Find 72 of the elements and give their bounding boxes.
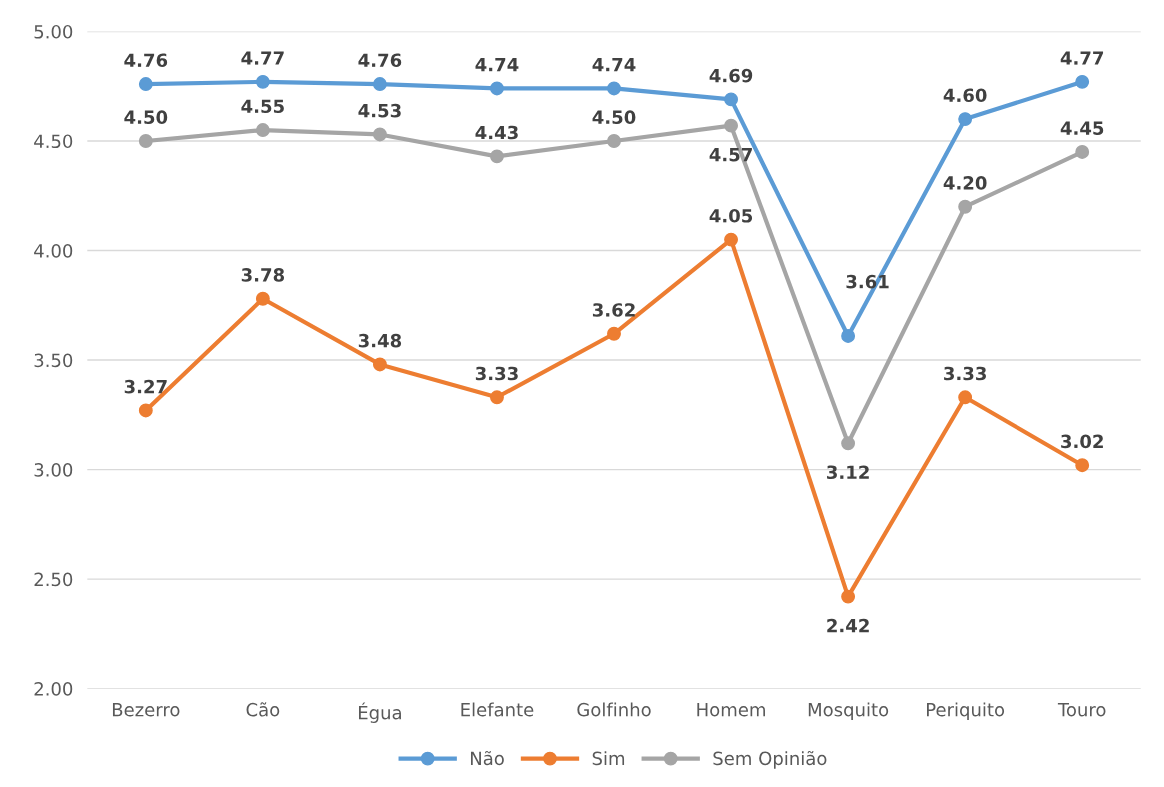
point xyxy=(255,291,270,306)
legend-label: Sim xyxy=(592,751,625,766)
point xyxy=(607,326,621,341)
point xyxy=(1075,458,1090,473)
y-tick-label: 2.00 xyxy=(34,682,73,696)
data-label: 2.42 xyxy=(827,618,869,633)
x-tick-label: Mosquito xyxy=(808,702,889,720)
point xyxy=(841,329,856,343)
x-tick-label: Periquito xyxy=(927,702,1005,720)
data-label: 4.57 xyxy=(709,148,752,162)
point xyxy=(490,149,504,164)
point xyxy=(255,123,270,137)
point xyxy=(490,390,504,405)
point xyxy=(138,77,153,91)
data-label: 4.76 xyxy=(124,53,168,68)
data-label: 4.77 xyxy=(241,51,284,65)
point xyxy=(958,199,973,214)
point xyxy=(958,112,973,127)
data-label: 4.05 xyxy=(709,208,753,223)
point xyxy=(255,74,270,89)
y-tick-label: 3.00 xyxy=(34,463,73,477)
data-label: 3.02 xyxy=(1061,434,1103,449)
data-label: 4.53 xyxy=(358,103,401,118)
data-label: 3.27 xyxy=(124,379,167,394)
point xyxy=(138,134,153,148)
x-tick-label: Homem xyxy=(697,703,765,717)
y-tick-label: 4.50 xyxy=(34,134,73,149)
data-label: 4.20 xyxy=(943,176,987,190)
data-label: 4.69 xyxy=(709,68,753,83)
data-label: 4.77 xyxy=(1060,51,1104,65)
x-tick-label: Touro xyxy=(1057,703,1106,717)
legend-label: Sem Opinião xyxy=(713,750,827,769)
data-label: 4.50 xyxy=(592,110,636,125)
data-label: 3.33 xyxy=(944,366,986,381)
data-label: 4.55 xyxy=(241,99,284,114)
x-tick-label: Bezerro xyxy=(112,703,180,717)
y-tick-label: 2.50 xyxy=(34,572,73,587)
point xyxy=(372,357,387,372)
point xyxy=(1075,145,1090,159)
data-label: 3.33 xyxy=(475,366,518,381)
data-label: 4.45 xyxy=(1060,121,1104,135)
point xyxy=(607,81,621,96)
point xyxy=(607,134,621,148)
y-tick-label: 3.50 xyxy=(34,353,73,368)
data-label: 4.74 xyxy=(592,58,636,72)
data-label: 4.43 xyxy=(475,125,518,140)
legend-label: Não xyxy=(471,750,504,766)
data-label: 3.12 xyxy=(827,465,869,480)
point xyxy=(138,403,153,418)
point xyxy=(724,118,739,133)
data-label: 4.76 xyxy=(358,53,402,68)
y-tick-label: 4.00 xyxy=(34,243,73,258)
point xyxy=(841,589,856,604)
y-tick-label: 5.00 xyxy=(34,24,73,39)
point xyxy=(958,390,973,405)
data-label: 4.50 xyxy=(124,110,168,125)
point xyxy=(1075,74,1090,89)
x-tick-label: Elefante xyxy=(461,702,534,717)
data-label: 4.74 xyxy=(475,58,519,72)
point xyxy=(724,92,739,107)
point xyxy=(841,436,856,451)
x-tick-label: Cão xyxy=(246,702,280,717)
point xyxy=(372,127,387,142)
data-label: 3.78 xyxy=(241,268,285,282)
data-label: 3.48 xyxy=(358,333,402,348)
x-tick-label: Égua xyxy=(359,702,401,723)
point xyxy=(490,81,504,96)
data-label: 4.60 xyxy=(943,88,987,103)
data-label: 3.62 xyxy=(592,303,635,317)
point xyxy=(724,232,739,247)
x-tick-label: Golfinho xyxy=(577,702,651,717)
point xyxy=(372,77,387,91)
